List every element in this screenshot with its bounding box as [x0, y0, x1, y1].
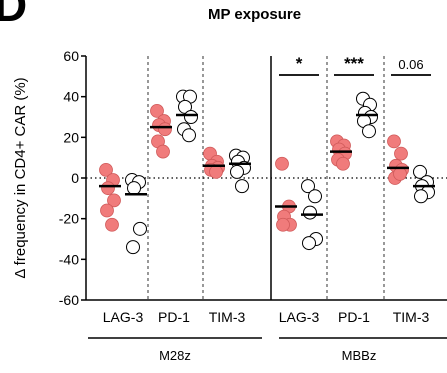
- category-label: LAG-3: [279, 309, 320, 325]
- open-point: [414, 189, 428, 204]
- filled-point: [150, 104, 164, 118]
- y-tick-label: -40: [59, 251, 79, 267]
- open-point: [235, 179, 249, 194]
- y-axis-label: Δ frequency in CD4+ CAR (%): [12, 77, 29, 278]
- category-label: LAG-3: [103, 309, 144, 325]
- filled-point: [105, 217, 119, 232]
- filled-point: [100, 203, 114, 218]
- filled-point: [393, 167, 407, 181]
- filled-point: [99, 162, 113, 177]
- open-point: [133, 221, 147, 236]
- significance-label: ***: [344, 54, 364, 73]
- category-label: TIM-3: [209, 309, 246, 325]
- open-point: [301, 179, 315, 194]
- significance-label: 0.06: [398, 57, 423, 72]
- filled-point: [101, 181, 115, 196]
- filled-point: [276, 217, 290, 232]
- group-label: M28z: [159, 348, 191, 363]
- open-point: [178, 99, 192, 114]
- open-point: [230, 164, 244, 179]
- open-point: [127, 181, 141, 196]
- open-point: [182, 128, 196, 143]
- category-label: PD-1: [158, 309, 190, 325]
- open-point: [308, 189, 322, 204]
- open-point: [303, 205, 317, 220]
- y-tick-label: 0: [71, 170, 79, 186]
- open-point: [362, 124, 376, 139]
- filled-point: [387, 134, 401, 149]
- open-point: [302, 236, 316, 251]
- filled-point: [394, 146, 408, 161]
- y-tick-label: 40: [63, 89, 79, 105]
- filled-point: [275, 156, 289, 171]
- y-tick-label: -20: [59, 211, 79, 227]
- y-tick-label: 60: [63, 48, 79, 64]
- filled-point: [156, 144, 170, 159]
- filled-point: [336, 156, 350, 171]
- open-point: [184, 110, 198, 124]
- significance-label: *: [296, 54, 303, 73]
- filled-point: [158, 122, 172, 137]
- group-label: MBBz: [342, 348, 377, 363]
- open-point: [126, 240, 140, 255]
- filled-point: [209, 164, 223, 179]
- filled-point: [107, 193, 121, 208]
- open-point: [413, 164, 427, 179]
- category-label: PD-1: [338, 309, 370, 325]
- y-tick-label: -60: [59, 292, 79, 308]
- category-label: TIM-3: [393, 309, 430, 325]
- chart-title: MP exposure: [208, 6, 302, 23]
- y-tick-label: 20: [63, 129, 79, 145]
- panel-letter: D: [0, 0, 28, 31]
